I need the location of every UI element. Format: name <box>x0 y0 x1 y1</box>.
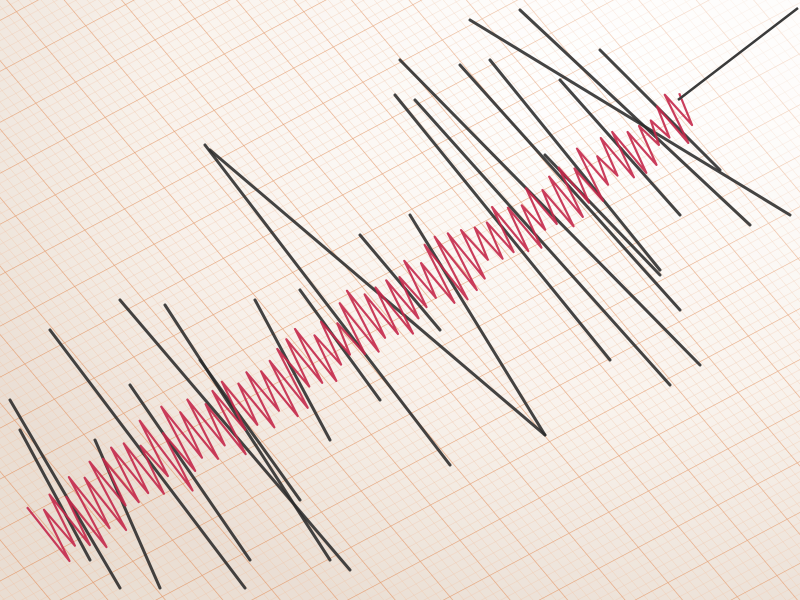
black-trace-line <box>163 303 332 562</box>
black-trace-line <box>198 358 302 502</box>
black-trace-line <box>518 8 752 227</box>
red-trace-group <box>26 92 694 563</box>
black-trace-line <box>488 58 662 272</box>
black-trace-line <box>358 233 442 332</box>
black-trace-line <box>253 298 332 442</box>
black-trace-line <box>468 18 792 217</box>
black-trace-line <box>18 428 92 562</box>
black-trace-line <box>413 98 672 387</box>
black-trace-line <box>458 63 682 312</box>
stylus-needle <box>677 7 799 101</box>
black-trace-line <box>298 288 382 402</box>
black-trace-line <box>398 58 702 367</box>
black-trace-line <box>128 383 252 562</box>
black-trace-line <box>408 213 547 437</box>
black-trace-line <box>8 398 122 590</box>
red-trace-line <box>26 92 694 563</box>
black-trace-line <box>203 143 452 467</box>
